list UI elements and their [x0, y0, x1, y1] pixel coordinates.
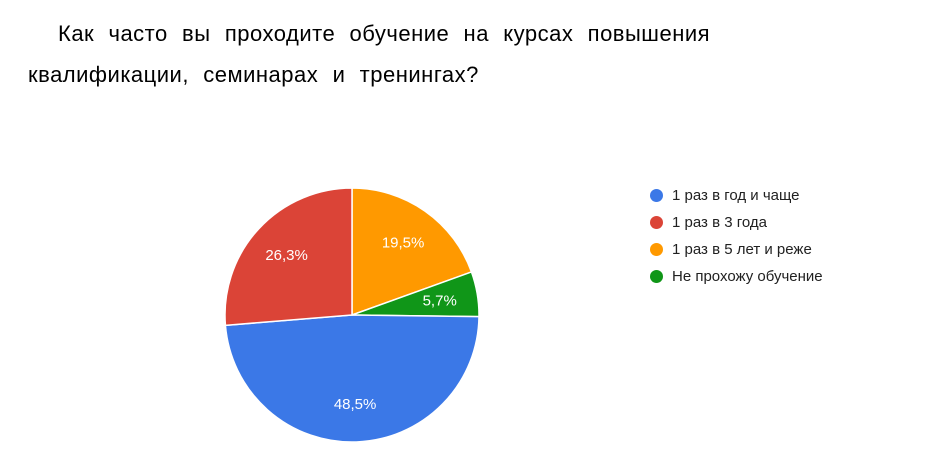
legend-item-label: 1 раз в год и чаще: [672, 186, 800, 204]
legend-item[interactable]: 1 раз в 5 лет и реже: [650, 238, 823, 260]
pie-chart[interactable]: 19,5% 5,7% 48,5% 26,3%: [222, 185, 482, 445]
legend-color-dot: [650, 215, 663, 229]
legend-item[interactable]: 1 раз в 3 года: [650, 211, 823, 233]
pie-slice[interactable]: [224, 187, 353, 327]
pie-slice-label: 19,5%: [382, 234, 425, 251]
pie-slice[interactable]: [224, 314, 480, 443]
legend-color-dot: [650, 269, 663, 283]
chart-legend: 1 раз в год и чаще 1 раз в 3 года 1 раз в …: [650, 184, 823, 287]
chart-title: Как часто вы проходите обучение на курса…: [28, 21, 711, 87]
legend-item-label: 1 раз в 3 года: [672, 213, 767, 231]
pie-slice-label: 48,5%: [334, 396, 377, 413]
legend-item-label: 1 раз в 5 лет и реже: [672, 240, 812, 258]
pie-chart-area: 19,5% 5,7% 48,5% 26,3%: [222, 185, 482, 445]
legend-color-dot: [650, 188, 663, 202]
legend-item[interactable]: Не прохожу обучение: [650, 265, 823, 287]
legend-color-dot: [650, 242, 663, 256]
pie-slice-label: 5,7%: [423, 292, 457, 309]
legend-item-label: Не прохожу обучение: [672, 267, 823, 285]
pie-slice-label: 26,3%: [265, 247, 308, 264]
pie-slice[interactable]: [351, 187, 473, 317]
legend-item[interactable]: 1 раз в год и чаще: [650, 184, 823, 206]
